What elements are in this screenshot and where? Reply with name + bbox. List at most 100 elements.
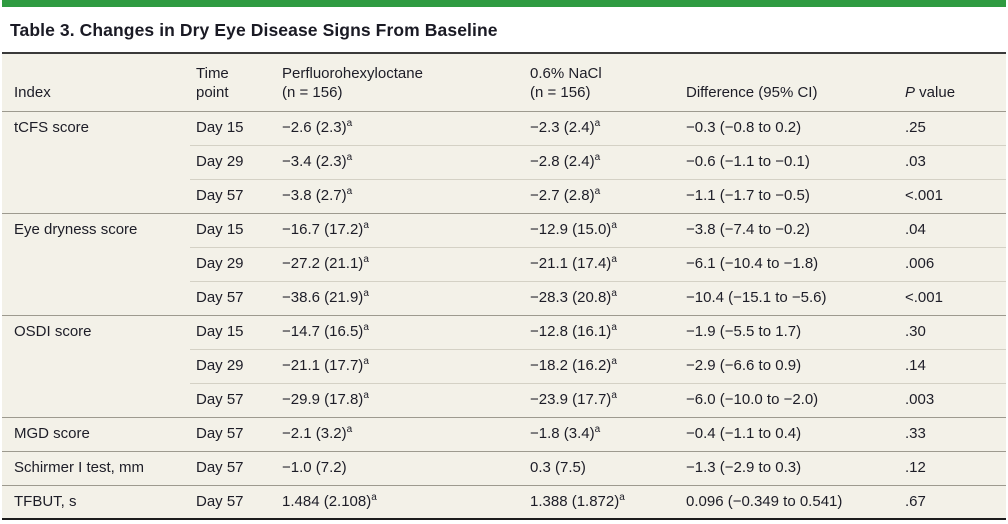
difference-cell: −6.1 (−10.4 to −1.8) — [680, 246, 899, 281]
p-value-cell: .33 — [899, 417, 1006, 451]
p-value-cell: .12 — [899, 451, 1006, 485]
p-value-cell: <.001 — [899, 178, 1006, 213]
column-header-pfho: Perfluorohexyloctane (n = 156) — [276, 53, 524, 111]
difference-cell: −2.9 (−6.6 to 0.9) — [680, 348, 899, 383]
pfho-cell: −21.1 (17.7)a — [276, 348, 524, 383]
index-cell: OSDI score — [2, 315, 190, 417]
pfho-cell: −16.7 (17.2)a — [276, 213, 524, 247]
table-header: Index Time point Perfluorohexyloctane (n = 1… — [2, 53, 1006, 111]
difference-cell: −3.8 (−7.4 to −0.2) — [680, 213, 899, 247]
difference-cell: −0.6 (−1.1 to −0.1) — [680, 144, 899, 179]
pfho-cell: −2.6 (2.3)a — [276, 111, 524, 145]
table-row: Schirmer I test, mm Day 57 −1.0 (7.2) 0.3 (… — [2, 451, 1006, 485]
column-header-index: Index — [2, 53, 190, 111]
time-point-cell: Day 15 — [190, 111, 276, 145]
footnote-marker: a — [346, 185, 353, 197]
nacl-cell: −2.7 (2.8)a — [524, 178, 680, 213]
footnote-marker: a — [594, 185, 601, 197]
footnote-marker: a — [363, 389, 369, 401]
column-header-time-point: Time point — [190, 53, 276, 111]
pfho-cell: −3.4 (2.3)a — [276, 144, 524, 179]
p-value-cell: .30 — [899, 315, 1006, 349]
footnote-marker: a — [611, 253, 617, 265]
footnote-marker: a — [363, 355, 369, 367]
footnote-marker: a — [611, 321, 617, 333]
p-value-cell: .14 — [899, 348, 1006, 383]
p-value-cell: .003 — [899, 382, 1006, 417]
footnote-marker: a — [594, 117, 601, 129]
footnote-marker: a — [346, 423, 353, 435]
time-point-cell: Day 29 — [190, 348, 276, 383]
p-value-cell: .25 — [899, 111, 1006, 145]
p-value-cell: .04 — [899, 213, 1006, 247]
footnote-marker: a — [611, 355, 617, 367]
table-row: OSDI score Day 15 −14.7 (16.5)a −12.8 (16.1… — [2, 315, 1006, 417]
table-row: MGD score Day 57 −2.1 (3.2)a −1.8 (3.4)a −0.… — [2, 417, 1006, 451]
pfho-cell: −38.6 (21.9)a — [276, 280, 524, 315]
difference-cell: −1.9 (−5.5 to 1.7) — [680, 315, 899, 349]
p-value-cell: .67 — [899, 485, 1006, 519]
time-point-cell: Day 29 — [190, 144, 276, 179]
pfho-cell: −1.0 (7.2) — [276, 451, 524, 485]
footnote-marker: a — [594, 423, 601, 435]
footnote-marker: a — [363, 287, 369, 299]
table-section: OSDI score Day 15 −14.7 (16.5)a −12.8 (16.1… — [2, 315, 1006, 417]
nacl-cell: −21.1 (17.4)a — [524, 246, 680, 281]
nacl-cell: −23.9 (17.7)a — [524, 382, 680, 417]
footnote-marker: a — [346, 151, 353, 163]
table-title: Table 3. Changes in Dry Eye Disease Sign… — [10, 20, 498, 40]
nacl-cell: 0.3 (7.5) — [524, 451, 680, 485]
time-point-cell: Day 15 — [190, 315, 276, 349]
table-section: MGD score Day 57 −2.1 (3.2)a −1.8 (3.4)a −0.… — [2, 417, 1006, 451]
nacl-cell: −2.8 (2.4)a — [524, 144, 680, 179]
index-cell: TFBUT, s — [2, 485, 190, 519]
difference-cell: −0.4 (−1.1 to 0.4) — [680, 417, 899, 451]
nacl-cell: −28.3 (20.8)a — [524, 280, 680, 315]
footnote-marker: a — [363, 253, 369, 265]
table-row: Day 29 −27.2 (21.1)a −21.1 (17.4)a −6.1 (−1… — [2, 246, 1006, 281]
footnote-marker: a — [363, 219, 369, 231]
nacl-cell: −18.2 (16.2)a — [524, 348, 680, 383]
accent-bar — [2, 0, 1006, 7]
footnote-marker: a — [346, 117, 353, 129]
time-point-cell: Day 57 — [190, 451, 276, 485]
footnote-marker: a — [611, 219, 617, 231]
time-point-cell: Day 57 — [190, 485, 276, 519]
difference-cell: −1.3 (−2.9 to 0.3) — [680, 451, 899, 485]
pfho-cell: −14.7 (16.5)a — [276, 315, 524, 349]
footnote-marker: a — [371, 491, 377, 503]
p-value-cell: .006 — [899, 246, 1006, 281]
footnote-marker: a — [363, 321, 369, 333]
footnote-marker: a — [594, 151, 601, 163]
pfho-cell: −29.9 (17.8)a — [276, 382, 524, 417]
table-section: tCFS score Day 15 −2.6 (2.3)a −2.3 (2.4)a −0… — [2, 111, 1006, 213]
table-section: Eye dryness score Day 15 −16.7 (17.2)a −12.… — [2, 213, 1006, 315]
header-row: Index Time point Perfluorohexyloctane (n = 1… — [2, 53, 1006, 111]
time-point-cell: Day 57 — [190, 280, 276, 315]
time-point-cell: Day 57 — [190, 417, 276, 451]
table-row: Day 57 −38.6 (21.9)a −28.3 (20.8)a −10.4 (−… — [2, 280, 1006, 315]
difference-cell: −0.3 (−0.8 to 0.2) — [680, 111, 899, 145]
table-row: Day 29 −3.4 (2.3)a −2.8 (2.4)a −0.6 (−1.1 t… — [2, 144, 1006, 179]
table-row: tCFS score Day 15 −2.6 (2.3)a −2.3 (2.4)a −0… — [2, 111, 1006, 213]
nacl-cell: −12.9 (15.0)a — [524, 213, 680, 247]
index-cell: Eye dryness score — [2, 213, 190, 315]
difference-cell: 0.096 (−0.349 to 0.541) — [680, 485, 899, 519]
difference-cell: −10.4 (−15.1 to −5.6) — [680, 280, 899, 315]
p-value-cell: <.001 — [899, 280, 1006, 315]
table-row: Day 57 −29.9 (17.8)a −23.9 (17.7)a −6.0 (−1… — [2, 382, 1006, 417]
column-header-difference: Difference (95% CI) — [680, 53, 899, 111]
footnote-marker: a — [611, 287, 617, 299]
footnote-marker: a — [611, 389, 617, 401]
column-header-p-value: P value — [899, 53, 1006, 111]
difference-cell: −6.0 (−10.0 to −2.0) — [680, 382, 899, 417]
time-point-cell: Day 57 — [190, 382, 276, 417]
index-cell: MGD score — [2, 417, 190, 451]
table-section: Schirmer I test, mm Day 57 −1.0 (7.2) 0.3 (… — [2, 451, 1006, 485]
footnote-marker: a — [619, 491, 625, 503]
time-point-cell: Day 15 — [190, 213, 276, 247]
table-row: Eye dryness score Day 15 −16.7 (17.2)a −12.… — [2, 213, 1006, 315]
table-row: TFBUT, s Day 57 1.484 (2.108)a 1.388 (1.872… — [2, 485, 1006, 519]
column-header-nacl: 0.6% NaCl (n = 156) — [524, 53, 680, 111]
